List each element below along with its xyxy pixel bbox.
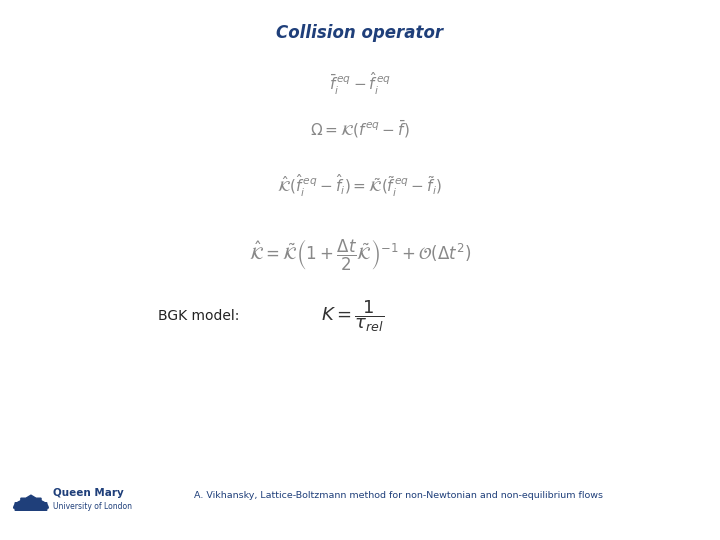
Text: $\bar{f}_i^{\,eq} - \hat{f}_i^{\,eq}$: $\bar{f}_i^{\,eq} - \hat{f}_i^{\,eq}$ — [329, 70, 391, 97]
Text: $\hat{\mathcal{K}} = \tilde{\mathcal{K}}\left(1 + \dfrac{\Delta t}{2}\tilde{\mat: $\hat{\mathcal{K}} = \tilde{\mathcal{K}}… — [249, 238, 471, 273]
Text: Collision operator: Collision operator — [276, 24, 444, 42]
Text: $\Omega = \mathcal{K}(f^{eq} - \bar{f})$: $\Omega = \mathcal{K}(f^{eq} - \bar{f})$ — [310, 119, 410, 140]
Text: Queen Mary: Queen Mary — [53, 488, 123, 498]
Text: A. Vikhansky, Lattice-Boltzmann method for non-Newtonian and non-equilibrium flo: A. Vikhansky, Lattice-Boltzmann method f… — [194, 491, 603, 500]
Text: $\hat{\mathcal{K}}(\hat{f}^{\,eq}_i - \hat{f}_i) = \tilde{\mathcal{K}}(\tilde{f}: $\hat{\mathcal{K}}(\hat{f}^{\,eq}_i - \h… — [277, 173, 443, 199]
Text: BGK model:: BGK model: — [158, 309, 240, 323]
Text: University of London: University of London — [53, 502, 132, 511]
Text: $K = \dfrac{1}{\tau_{rel}}$: $K = \dfrac{1}{\tau_{rel}}$ — [321, 298, 384, 334]
Polygon shape — [14, 499, 48, 508]
Polygon shape — [15, 495, 47, 510]
